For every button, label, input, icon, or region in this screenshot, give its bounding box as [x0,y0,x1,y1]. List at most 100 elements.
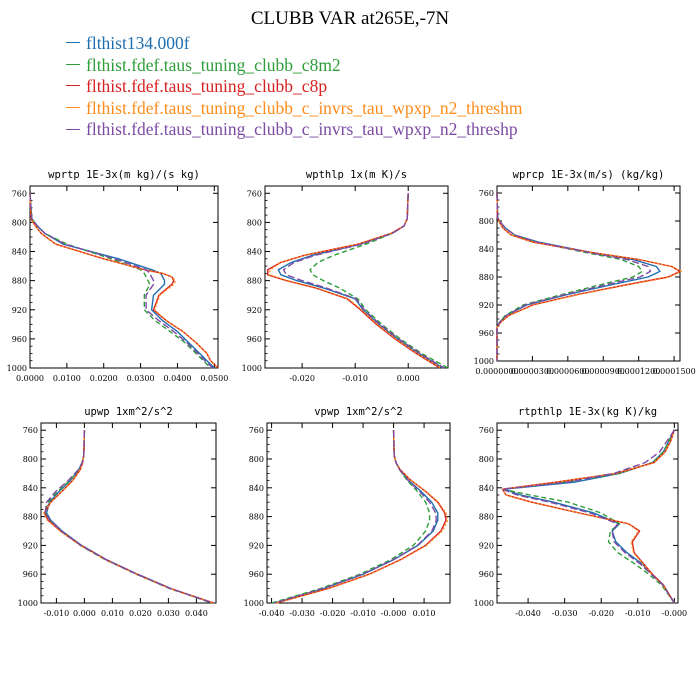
y-tick-label: 760 [23,426,38,435]
series-line [268,193,442,369]
y-tick-label: 960 [249,570,264,579]
panel-title: wpthlp 1x(m K)/s [306,169,407,181]
series-line [501,429,675,604]
x-tick-label: -0.000 [662,609,688,618]
series-line [503,429,675,604]
x-tick-label: 0.000 [397,374,420,383]
chart-panel: upwp 1xm^2/s^2 760 800 840 880 920 960 1000 -0.0… [18,406,217,618]
y-tick-label: 920 [479,301,494,310]
plot-frame [496,185,681,362]
chart-panel: wpthlp 1x(m K)/s 760 800 840 880 920 960 1000 -0… [242,169,449,383]
series-line [29,193,219,369]
plot-frame [266,422,451,604]
x-tick-label: 0.030 [157,609,180,618]
chart-panel: vpwp 1xm^2/s^27608008408809209601000-0.0… [244,406,451,618]
y-tick-label: 880 [479,273,494,282]
y-tick-label: 1000 [244,599,264,608]
y-tick-label: 840 [249,484,264,493]
x-tick-label: -0.040 [515,609,541,618]
plot-frame [264,185,449,369]
y-tick-label: 880 [247,277,262,286]
x-tick-label: 0.0000600 [546,367,589,376]
x-tick-label: 0.0200 [90,374,118,383]
x-tick-label: 0.010 [413,609,436,618]
y-tick-label: 960 [12,335,27,344]
x-tick-label: 0.0001200 [617,367,660,376]
legend-label: flthist.fdef.taus_tuning_clubb_c_invrs_t… [86,97,523,118]
panel-title: wprcp 1E-3x(m/s) (kg/kg) [513,169,665,181]
x-tick-label: -0.010 [44,609,70,618]
series-line [496,192,681,361]
x-tick-label: -0.020 [588,609,614,618]
y-tick-label: 1000 [7,364,27,373]
x-tick-label: -0.010 [625,609,651,618]
figure-title: CLUBB VAR at265E,-7N [250,8,450,29]
y-tick-label: 840 [247,248,262,257]
y-tick-label: 800 [247,218,262,227]
series-line [43,430,214,604]
y-tick-label: 800 [479,217,494,226]
series-line [29,193,212,369]
x-tick-label: 0.040 [185,609,208,618]
y-tick-label: 920 [249,541,264,550]
y-tick-label: 840 [12,248,27,257]
legend-label: flthist.fdef.taus_tuning_clubb_c8p [86,76,328,97]
series-line [271,430,431,604]
series-line [496,192,682,361]
x-tick-label: 0.000 [73,609,96,618]
y-tick-label: 840 [479,484,494,493]
y-tick-label: 960 [247,335,262,344]
series-line [29,193,215,369]
panel-title: upwp 1xm^2/s^2 [84,406,173,418]
y-tick-label: 1000 [474,357,494,366]
panel-title: rtpthlp 1E-3x(kg K)/kg [518,406,657,418]
x-tick-label: -0.020 [320,609,346,618]
y-tick-label: 840 [479,245,494,254]
series-line [501,429,675,604]
legend-swatch [66,85,80,87]
legend-swatch [66,128,80,130]
plot-frame [496,422,679,604]
legend-swatch [66,107,80,109]
series-line [273,430,437,604]
y-tick-label: 960 [479,570,494,579]
legend-item: flthist.fdef.taus_tuning_clubb_c_invrs_t… [66,119,522,141]
panel-title: vpwp 1xm^2/s^2 [314,406,403,418]
chart-panel: wprtp 1E-3x(m kg)/(s kg) 760 800 840 880 920 9… [7,169,229,383]
series-line [29,193,213,369]
series-line [45,430,214,604]
x-tick-label: -0.040 [259,609,285,618]
legend-item: flthist134.000f [66,33,522,55]
y-tick-label: 760 [247,189,262,198]
y-tick-label: 760 [479,189,494,198]
y-tick-label: 1000 [474,599,494,608]
y-tick-label: 960 [23,570,38,579]
x-tick-label: 0.0100 [53,374,81,383]
legend-label: flthist134.000f [86,33,190,53]
x-tick-label: 0.020 [129,609,152,618]
series-line [276,430,447,604]
x-tick-label: 0.0000000 [475,367,518,376]
plot-frame [40,422,217,604]
x-tick-label: -0.000 [381,609,407,618]
y-tick-label: 960 [479,329,494,338]
y-tick-label: 880 [249,513,264,522]
series-line [501,429,675,604]
legend-item: flthist.fdef.taus_tuning_clubb_c8m2 [66,55,522,77]
y-tick-label: 800 [12,218,27,227]
y-tick-label: 800 [479,455,494,464]
y-tick-label: 920 [247,306,262,315]
y-tick-label: 880 [12,277,27,286]
x-tick-label: 0.0300 [127,374,155,383]
y-tick-label: 760 [479,426,494,435]
x-tick-label: -0.020 [289,374,315,383]
series-line [282,193,445,369]
chart-panel: wprcp 1E-3x(m/s) (kg/kg) 760 800 840 880 920 9… [474,169,696,376]
y-tick-label: 920 [12,306,27,315]
legend: flthist134.000f flthist.fdef.taus_tuning… [66,33,522,141]
legend-label: flthist.fdef.taus_tuning_clubb_c8m2 [86,54,341,75]
y-tick-label: 1000 [18,599,38,608]
x-tick-label: -0.010 [342,374,368,383]
y-tick-label: 760 [249,426,264,435]
